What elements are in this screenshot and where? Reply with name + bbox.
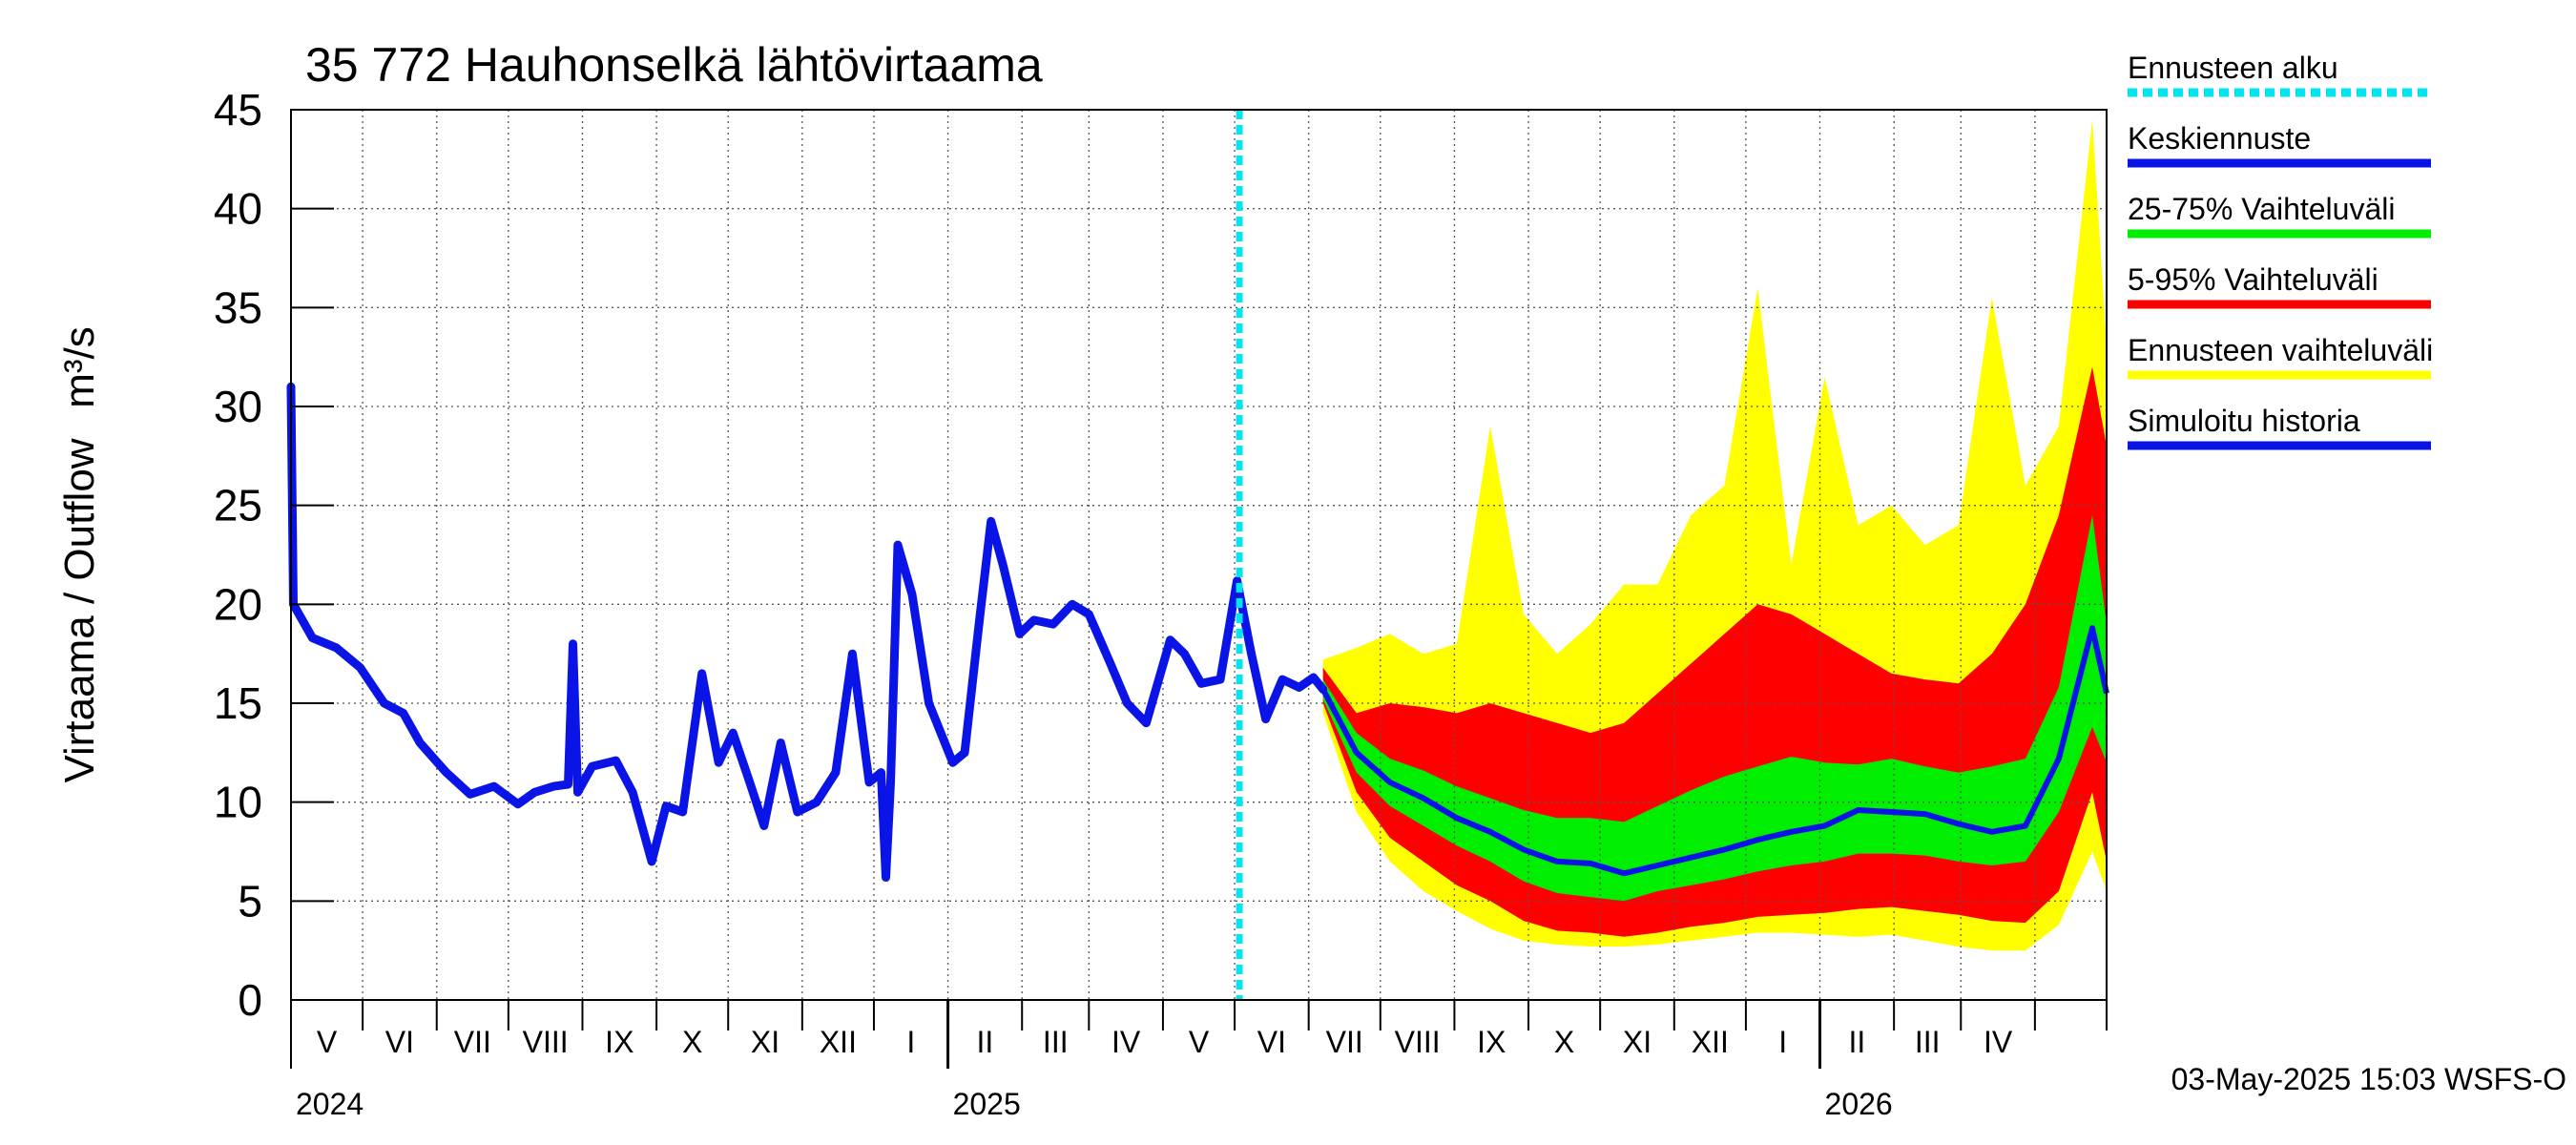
- x-month-label: XI: [751, 1025, 779, 1059]
- x-month-label: IV: [1984, 1025, 2013, 1059]
- legend-label: Keskiennuste: [2128, 121, 2311, 156]
- x-month-label: IX: [1477, 1025, 1506, 1059]
- y-axis-ticks: 0 5 10 15 20 25 30 35 40 45: [214, 85, 334, 1025]
- x-month-label: III: [1915, 1025, 1941, 1059]
- y-tick-label: 5: [238, 876, 262, 926]
- x-month-label: VI: [385, 1025, 414, 1059]
- x-month-label: III: [1043, 1025, 1069, 1059]
- x-month-label: VII: [454, 1025, 491, 1059]
- legend-label: Ennusteen vaihteluväli: [2128, 333, 2433, 367]
- x-month-label: XII: [1692, 1025, 1729, 1059]
- x-year-label: 2026: [1825, 1087, 1893, 1121]
- x-month-label: IX: [605, 1025, 634, 1059]
- legend-label: 5-95% Vaihteluväli: [2128, 262, 2379, 297]
- chart-lines: [286, 110, 2109, 1000]
- y-axis-label: Virtaama / Outflow: [56, 438, 103, 782]
- x-month-label: XI: [1623, 1025, 1652, 1059]
- y-tick-label: 20: [214, 579, 262, 629]
- legend-label: Simuloitu historia: [2128, 404, 2360, 438]
- x-month-label: XII: [820, 1025, 857, 1059]
- y-tick-label: 10: [214, 778, 262, 827]
- x-month-label: VIII: [523, 1025, 569, 1059]
- chart-grid: [291, 110, 2107, 1000]
- y-tick-label: 30: [214, 382, 262, 431]
- y-tick-label: 40: [214, 184, 262, 234]
- x-month-label: X: [682, 1025, 702, 1059]
- x-month-label: VIII: [1395, 1025, 1441, 1059]
- x-month-label: II: [1848, 1025, 1865, 1059]
- y-axis-unit: m³/s: [56, 326, 103, 408]
- series-simulated-history: [286, 382, 1328, 882]
- x-month-label: V: [317, 1025, 338, 1059]
- x-month-label: VII: [1326, 1025, 1363, 1059]
- y-tick-label: 45: [214, 85, 262, 135]
- y-tick-label: 35: [214, 282, 262, 332]
- x-month-label: I: [1778, 1025, 1787, 1059]
- y-tick-label: 15: [214, 678, 262, 728]
- x-month-label: IV: [1111, 1025, 1141, 1059]
- legend-label: 25-75% Vaihteluväli: [2128, 192, 2395, 226]
- x-month-label: V: [1189, 1025, 1210, 1059]
- forecast-bands: [1322, 119, 2107, 951]
- y-tick-label: 25: [214, 481, 262, 531]
- footer-timestamp: 03-May-2025 15:03 WSFS-O: [2171, 1062, 2566, 1096]
- x-year-label: 2024: [296, 1087, 364, 1121]
- y-tick-label: 0: [238, 975, 262, 1025]
- x-month-label: II: [977, 1025, 994, 1059]
- chart-legend: Ennusteen alku Keskiennuste 25-75% Vaihtel…: [2128, 51, 2433, 450]
- x-month-label: X: [1554, 1025, 1574, 1059]
- series-median-forecast: [1320, 625, 2109, 877]
- x-year-label: 2025: [953, 1087, 1021, 1121]
- x-axis-ticks: V VI VII VIII IX X XI XII I II III IV V VI VII VIII IX X X…: [290, 1000, 2108, 1121]
- chart-title: 35 772 Hauhonselkä lähtövirtaama: [305, 38, 1043, 92]
- x-month-label: I: [906, 1025, 915, 1059]
- legend-label: Ennusteen alku: [2128, 51, 2338, 85]
- x-month-label: VI: [1257, 1025, 1286, 1059]
- band-25-75: [1322, 515, 2107, 902]
- plot-border: [290, 109, 2108, 1001]
